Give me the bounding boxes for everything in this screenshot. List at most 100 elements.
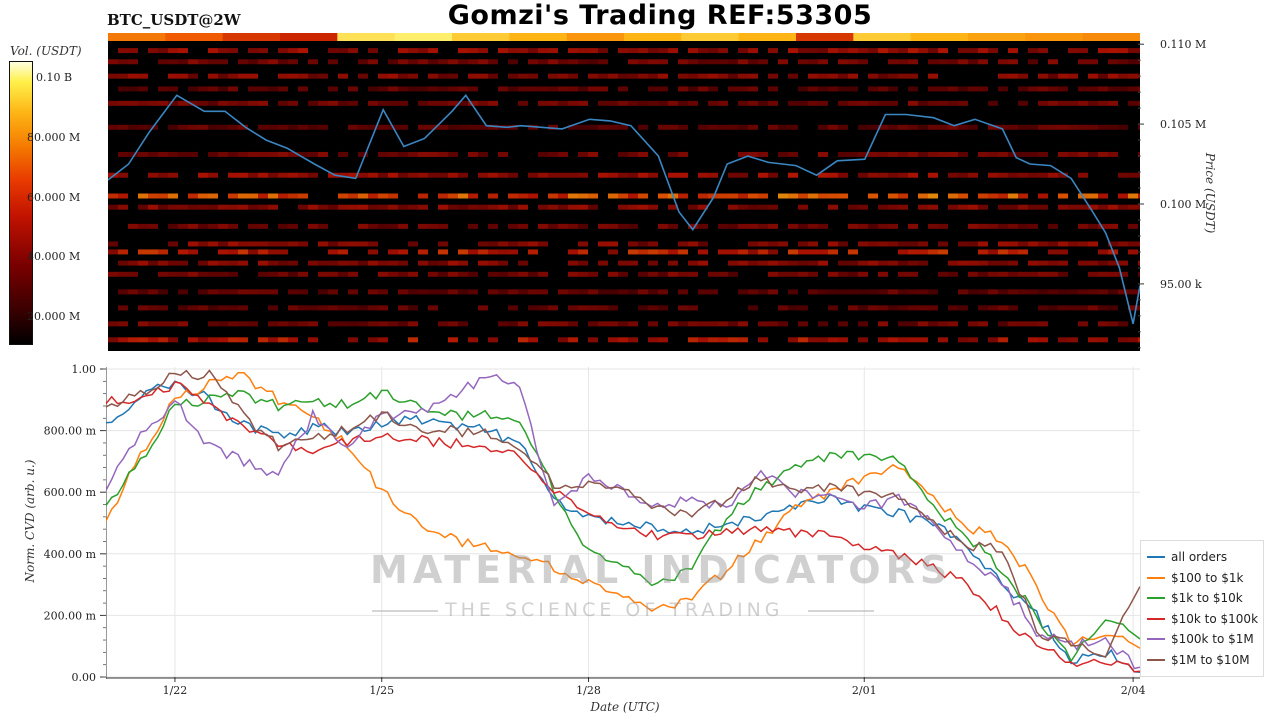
liquidity-cell xyxy=(868,193,878,199)
liquidity-cell xyxy=(308,172,318,178)
liquidity-cell xyxy=(308,100,318,106)
liquidity-cell xyxy=(458,289,468,295)
liquidity-cell xyxy=(228,305,238,311)
liquidity-cell xyxy=(278,100,288,106)
liquidity-cell xyxy=(268,241,278,247)
liquidity-cell xyxy=(728,59,738,65)
cvd-y-tick-label: 400.00 m xyxy=(44,548,97,561)
liquidity-cell xyxy=(598,172,608,178)
liquidity-cell xyxy=(398,100,408,106)
liquidity-cell xyxy=(1078,100,1088,106)
liquidity-cell xyxy=(1068,48,1078,54)
liquidity-cell xyxy=(638,73,648,79)
liquidity-cell xyxy=(1038,204,1048,210)
liquidity-cell xyxy=(698,86,708,92)
liquidity-cell xyxy=(698,260,708,266)
liquidity-cell xyxy=(118,86,128,92)
liquidity-cell xyxy=(888,172,898,178)
liquidity-cell xyxy=(828,289,838,295)
liquidity-cell xyxy=(458,193,468,199)
liquidity-cell xyxy=(888,223,898,229)
liquidity-cell xyxy=(378,73,388,79)
liquidity-cell xyxy=(468,151,478,157)
liquidity-cell xyxy=(118,204,128,210)
liquidity-cell xyxy=(1118,337,1128,343)
x-tick-label: 1/28 xyxy=(576,684,601,697)
liquidity-cell xyxy=(228,124,238,130)
liquidity-cell xyxy=(748,151,758,157)
liquidity-cell xyxy=(298,241,308,247)
liquidity-cell xyxy=(128,260,138,266)
liquidity-cell xyxy=(768,289,778,295)
liquidity-cell xyxy=(458,172,468,178)
liquidity-cell xyxy=(288,321,298,327)
liquidity-cell xyxy=(1078,204,1088,210)
liquidity-cell xyxy=(988,151,998,157)
liquidity-cell xyxy=(1108,204,1118,210)
liquidity-cell xyxy=(908,86,918,92)
liquidity-cell xyxy=(1128,289,1138,295)
liquidity-cell xyxy=(758,321,768,327)
liquidity-cell xyxy=(428,151,438,157)
liquidity-cell xyxy=(468,48,478,54)
liquidity-cell xyxy=(968,321,978,327)
liquidity-cell xyxy=(608,321,618,327)
liquidity-cell xyxy=(1088,305,1098,311)
liquidity-cell xyxy=(658,289,668,295)
liquidity-cell xyxy=(358,260,368,266)
liquidity-cell xyxy=(478,151,488,157)
liquidity-cell xyxy=(158,151,168,157)
liquidity-cell xyxy=(418,172,428,178)
liquidity-cell xyxy=(668,249,678,255)
liquidity-cell xyxy=(938,271,948,277)
liquidity-cell xyxy=(458,260,468,266)
liquidity-cell xyxy=(788,223,798,229)
liquidity-cell xyxy=(348,321,358,327)
liquidity-cell xyxy=(168,337,178,343)
liquidity-cell xyxy=(898,151,908,157)
liquidity-cell xyxy=(798,223,808,229)
liquidity-cell xyxy=(768,204,778,210)
volume-strip-cell xyxy=(853,33,912,41)
liquidity-cell xyxy=(838,260,848,266)
liquidity-cell xyxy=(918,151,928,157)
liquidity-cell xyxy=(648,86,658,92)
liquidity-cell xyxy=(648,204,658,210)
liquidity-cell xyxy=(628,241,638,247)
liquidity-cell xyxy=(488,289,498,295)
liquidity-cell xyxy=(608,271,618,277)
liquidity-cell xyxy=(228,48,238,54)
liquidity-cell xyxy=(498,260,508,266)
liquidity-cell xyxy=(798,100,808,106)
liquidity-cell xyxy=(288,48,298,54)
liquidity-cell xyxy=(858,124,868,130)
liquidity-cell xyxy=(218,289,228,295)
liquidity-cell xyxy=(1088,337,1098,343)
liquidity-cell xyxy=(178,59,188,65)
liquidity-cell xyxy=(218,204,228,210)
liquidity-cell xyxy=(908,260,918,266)
liquidity-cell xyxy=(138,73,148,79)
liquidity-cell xyxy=(438,223,448,229)
liquidity-cell xyxy=(118,260,128,266)
legend-label: $100 to $1k xyxy=(1171,570,1244,585)
liquidity-cell xyxy=(688,59,698,65)
liquidity-cell xyxy=(928,100,938,106)
cvd-plot-area xyxy=(106,367,1140,679)
liquidity-cell xyxy=(848,48,858,54)
liquidity-cell xyxy=(178,73,188,79)
liquidity-cell xyxy=(1128,172,1138,178)
liquidity-cell xyxy=(988,223,998,229)
liquidity-cell xyxy=(888,289,898,295)
liquidity-cell xyxy=(118,305,128,311)
liquidity-cell xyxy=(708,321,718,327)
liquidity-cell xyxy=(838,124,848,130)
liquidity-cell xyxy=(878,223,888,229)
liquidity-cell xyxy=(278,193,288,199)
liquidity-cell xyxy=(578,48,588,54)
liquidity-cell xyxy=(568,260,578,266)
liquidity-cell xyxy=(708,271,718,277)
price-tick-label: 0.100 M xyxy=(1160,198,1206,211)
liquidity-cell xyxy=(908,48,918,54)
liquidity-cell xyxy=(808,86,818,92)
